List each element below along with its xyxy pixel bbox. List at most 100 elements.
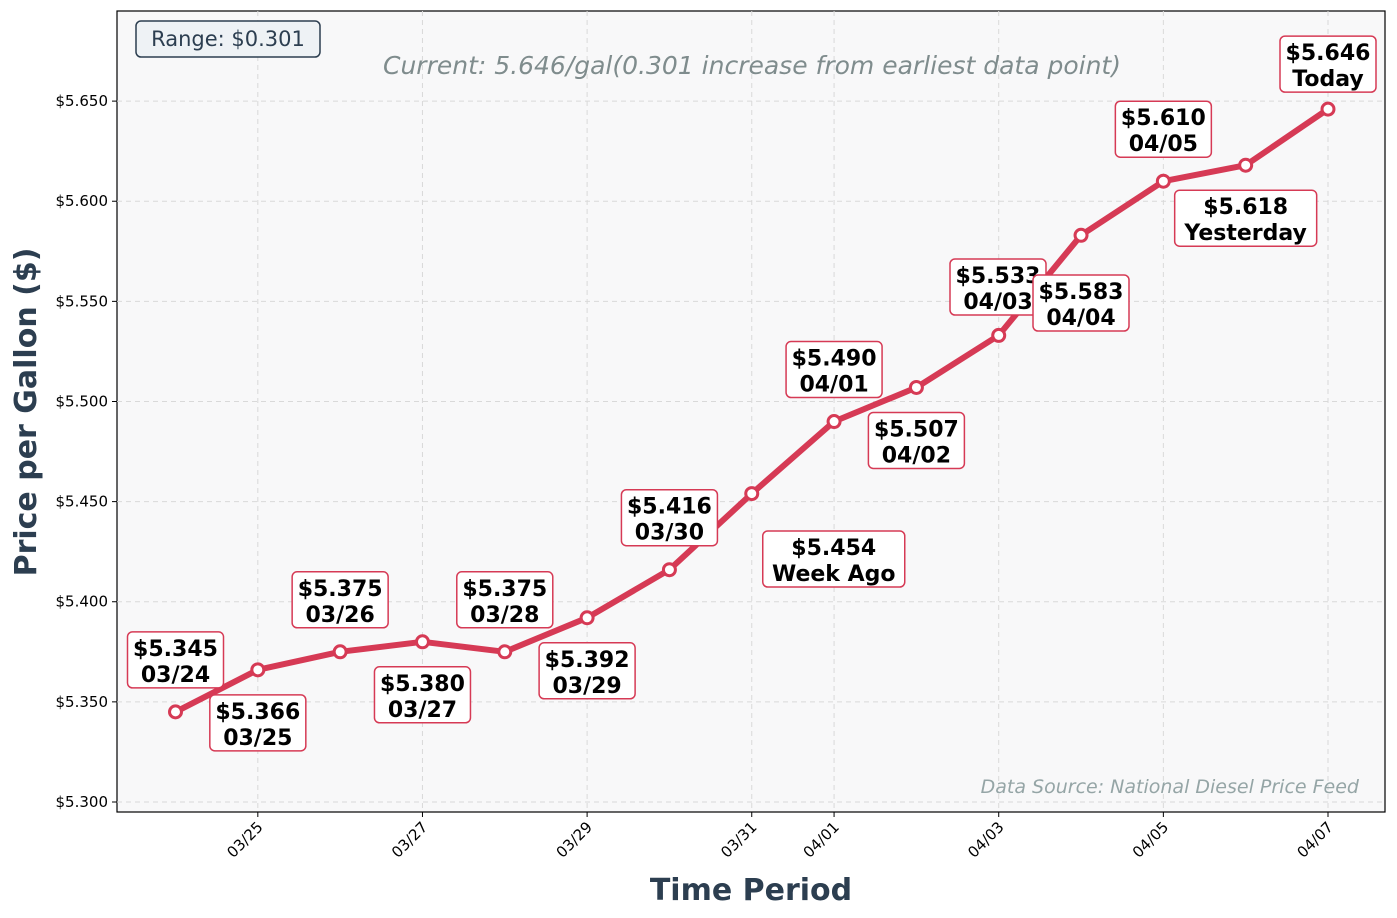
range-box: Range: $0.301 xyxy=(135,20,321,58)
annotation-date: 03/25 xyxy=(223,726,292,751)
data-point xyxy=(497,644,513,660)
annotation-price: $5.392 xyxy=(545,648,630,673)
y-tick-label: $5.650 xyxy=(56,92,109,110)
data-point xyxy=(332,644,348,660)
data-point xyxy=(826,414,842,430)
annotation-date: 03/26 xyxy=(306,603,375,628)
annotation-price: $5.610 xyxy=(1121,106,1206,131)
x-tick-label: 03/31 xyxy=(717,818,760,861)
data-point xyxy=(908,379,924,395)
annotation-date: 04/03 xyxy=(963,290,1032,315)
range-label: Range: $0.301 xyxy=(151,27,305,51)
annotation-date: 03/28 xyxy=(470,603,539,628)
y-tick-label: $5.450 xyxy=(56,493,109,511)
annotation-price: $5.454 xyxy=(791,536,876,561)
x-tick-label: 03/27 xyxy=(388,818,431,861)
y-tick-label: $5.400 xyxy=(56,593,109,611)
data-point xyxy=(579,610,595,626)
annotation-box xyxy=(209,694,307,752)
data-point xyxy=(1073,227,1089,243)
y-tick-label: $5.350 xyxy=(56,693,109,711)
x-tick-label: 04/01 xyxy=(800,818,843,861)
annotation-date: 03/29 xyxy=(552,674,621,699)
data-point xyxy=(250,662,266,678)
annotation-price: $5.583 xyxy=(1039,280,1124,305)
data-point xyxy=(1320,101,1336,117)
annotation-box xyxy=(620,488,719,547)
annotation-price: $5.490 xyxy=(792,347,877,372)
annotation-price: $5.533 xyxy=(956,264,1041,289)
annotation-date: 03/27 xyxy=(388,698,457,723)
annotation-price: $5.375 xyxy=(462,577,547,602)
x-axis-title: Time Period xyxy=(650,873,852,908)
data-point xyxy=(661,562,677,578)
annotation-date: 03/30 xyxy=(635,521,704,546)
x-tick-label: 03/29 xyxy=(553,818,596,861)
annotation-box xyxy=(1114,100,1213,158)
annotation-box xyxy=(456,571,554,629)
data-point xyxy=(1238,157,1254,173)
y-axis-title: Price per Gallon ($) xyxy=(9,248,44,577)
annotation-price: $5.375 xyxy=(298,577,383,602)
annotation-date: Today xyxy=(1292,67,1363,92)
annotation-box xyxy=(291,571,389,629)
point-annotations: $5.34503/24$5.36603/25$5.37503/26$5.3800… xyxy=(126,35,1377,752)
annotation-box xyxy=(867,411,966,470)
annotation-price: $5.416 xyxy=(627,495,712,520)
y-axis: $5.300 $5.350 $5.400 $5.450 $5.500 $5.550 $5.6… xyxy=(56,92,117,811)
y-tick-label: $5.300 xyxy=(56,793,109,811)
annotation-price: $5.507 xyxy=(874,417,959,442)
annotation-price: $5.366 xyxy=(215,700,300,725)
annotation-price: $5.345 xyxy=(133,637,218,662)
current-price-label: Current: 5.646/gal(0.301 increase from e… xyxy=(383,51,1121,80)
annotation-price: $5.646 xyxy=(1286,41,1371,66)
annotation-box xyxy=(785,340,883,399)
annotation-box xyxy=(373,666,472,724)
annotation-box xyxy=(538,642,636,700)
data-point xyxy=(168,704,183,720)
annotation-date: Week Ago xyxy=(772,562,896,587)
x-tick-label: 04/05 xyxy=(1129,818,1172,861)
y-tick-label: $5.600 xyxy=(56,192,109,210)
x-tick-label: 04/07 xyxy=(1294,818,1337,861)
annotation-box xyxy=(1279,35,1377,93)
annotation-date: 04/02 xyxy=(882,443,951,468)
data-points xyxy=(168,101,1336,720)
annotation-date: 03/24 xyxy=(141,663,210,688)
annotation-box xyxy=(1173,189,1318,247)
annotation-date: Yesterday xyxy=(1183,221,1306,246)
annotation-date: 04/05 xyxy=(1129,132,1198,157)
x-tick-label: 04/03 xyxy=(964,818,1007,861)
annotation-price: $5.380 xyxy=(380,672,465,697)
data-point xyxy=(1155,173,1171,189)
data-point xyxy=(414,634,430,650)
data-point xyxy=(991,327,1007,343)
data-source-label: Data Source: National Diesel Price Feed xyxy=(981,776,1360,798)
annotation-price: $5.618 xyxy=(1203,195,1288,220)
y-tick-label: $5.550 xyxy=(56,292,109,310)
x-tick-label: 03/25 xyxy=(223,818,266,861)
annotation-box xyxy=(126,631,225,689)
x-axis: 03/25 03/27 03/29 03/31 04/01 04/03 04/05 04/07 xyxy=(223,812,1337,861)
annotation-date: 04/01 xyxy=(799,373,868,398)
y-tick-label: $5.500 xyxy=(56,392,109,410)
data-point xyxy=(744,486,760,502)
annotation-box xyxy=(762,530,906,588)
annotation-box xyxy=(1032,274,1130,332)
annotation-date: 04/04 xyxy=(1046,306,1115,331)
